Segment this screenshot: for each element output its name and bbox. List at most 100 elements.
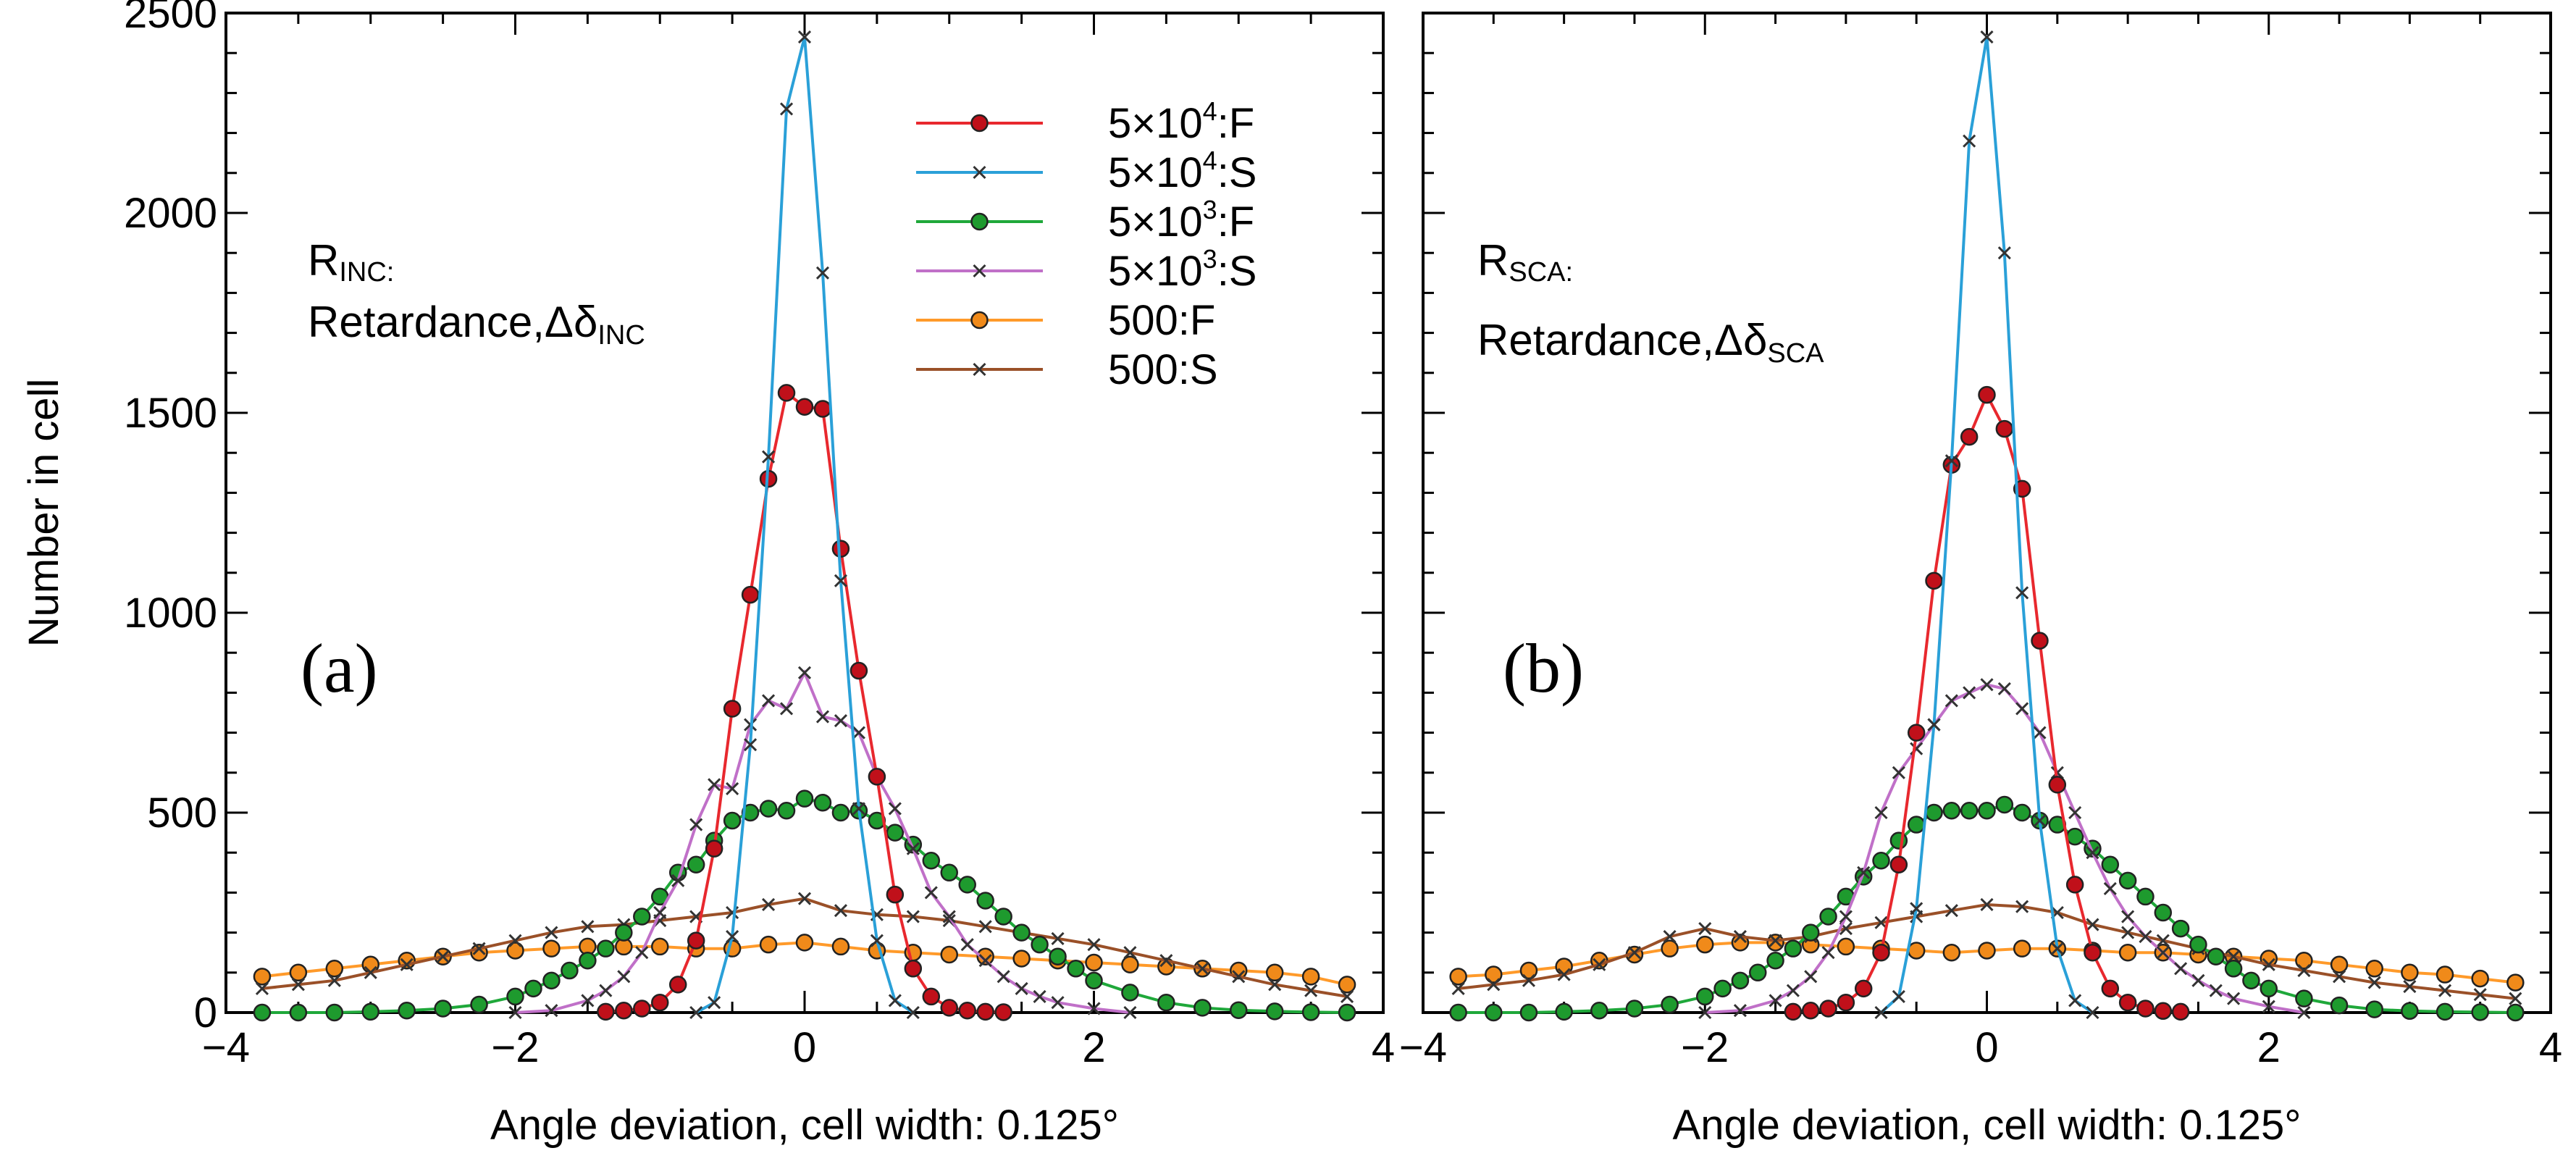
annotation-main: R xyxy=(308,236,339,285)
data-point xyxy=(994,908,1012,926)
data-point xyxy=(1839,910,1853,923)
marker-stroke xyxy=(1159,954,1173,968)
marker-stroke xyxy=(2367,976,2381,989)
series-5×10^4:S xyxy=(689,30,920,1020)
data-point xyxy=(1698,922,1712,936)
marker-stroke xyxy=(2139,930,2152,944)
series-5×10^3:S xyxy=(1698,678,2311,1020)
marker-stroke xyxy=(1839,910,1853,923)
data-point xyxy=(1449,968,1467,986)
data-point xyxy=(599,984,613,997)
marker-stroke xyxy=(545,1004,558,1018)
legend-label: 5×103:S xyxy=(1108,244,1257,295)
data-point xyxy=(325,960,344,978)
data-point xyxy=(1978,942,1996,960)
annotation-main: R xyxy=(1477,236,1509,285)
data-point xyxy=(2224,960,2243,978)
data-point xyxy=(1087,938,1101,952)
data-point xyxy=(795,934,814,952)
marker-stroke xyxy=(942,910,956,923)
marker-stroke xyxy=(1522,973,1536,987)
data-point xyxy=(2297,1005,2311,1020)
data-point xyxy=(472,942,486,955)
data-point xyxy=(744,738,758,752)
marker-stroke xyxy=(1910,902,1923,915)
data-point xyxy=(2154,1002,2173,1021)
marker-stroke xyxy=(2156,934,2170,947)
data-point xyxy=(579,951,597,970)
marker-stroke xyxy=(2015,702,2029,716)
x-tick-label: 0 xyxy=(1975,1024,1998,1071)
y-tick-label: 500 xyxy=(147,789,217,837)
data-point xyxy=(2365,960,2383,978)
series-5×10^4:F xyxy=(1784,385,2190,1021)
data-point xyxy=(2401,1002,2419,1021)
marker-stroke xyxy=(1663,930,1677,944)
marker-stroke xyxy=(436,950,450,963)
marker-stroke xyxy=(2438,984,2452,997)
data-point xyxy=(2436,965,2454,984)
marker-stroke xyxy=(1627,946,1641,960)
data-point xyxy=(958,876,976,894)
marker-stroke xyxy=(726,930,739,944)
data-point xyxy=(976,1002,994,1021)
data-point xyxy=(1733,1004,1747,1018)
data-point xyxy=(436,950,450,963)
series-5×10^4:F xyxy=(597,384,1012,1021)
data-point xyxy=(1963,134,1976,148)
marker-stroke xyxy=(327,973,341,987)
data-point xyxy=(2101,979,2120,998)
data-point xyxy=(1874,805,1888,820)
data-point xyxy=(1766,951,1784,970)
legend-suffix: :S xyxy=(1178,346,1218,393)
data-point xyxy=(940,999,958,1017)
legend-label: 5×104:F xyxy=(1108,96,1254,147)
data-point xyxy=(1804,970,1818,984)
data-point xyxy=(1012,950,1031,968)
data-point xyxy=(633,1000,651,1018)
annotation-subscript: INC: xyxy=(339,257,394,288)
data-point xyxy=(960,938,974,952)
marker-stroke xyxy=(2068,994,2082,1007)
data-point xyxy=(1522,973,1536,987)
legend-suffix: :S xyxy=(1217,149,1257,196)
marker-stroke xyxy=(1892,989,1905,1003)
panel-b: −4 −2 0 2 4 Angle deviation, cell width: 0.12… xyxy=(1399,12,2562,1149)
data-point xyxy=(2101,855,2120,874)
panel-a: 0 500 1000 1500 2000 2500 −4 −2 0 2 4 Angle deviati… xyxy=(20,0,1395,1149)
legend-suffix: :F xyxy=(1217,100,1255,147)
panel-label: (b) xyxy=(1503,629,1584,707)
data-point xyxy=(2154,903,2173,922)
marker-stroke xyxy=(906,842,920,855)
data-point xyxy=(888,994,902,1007)
data-point xyxy=(888,802,902,816)
marker-stroke xyxy=(1821,946,1835,960)
data-point xyxy=(852,802,865,816)
annotation-main: Retardance,Δδ xyxy=(1477,316,1767,364)
data-point xyxy=(1980,897,1994,912)
legend-base: 5×10 xyxy=(1108,248,1203,295)
data-point xyxy=(2365,1000,2383,1018)
data-point xyxy=(1338,976,1356,994)
data-point xyxy=(506,942,524,960)
marker-stroke xyxy=(2086,1005,2099,1020)
marker-stroke xyxy=(689,910,703,923)
data-point xyxy=(325,1003,344,1022)
data-point xyxy=(2403,980,2417,994)
annotation-subscript: SCA: xyxy=(1509,257,1573,288)
data-point xyxy=(2509,992,2522,1005)
legend-label: 5×104:S xyxy=(1108,146,1257,196)
data-point xyxy=(524,979,542,998)
marker-stroke xyxy=(689,1005,703,1020)
data-point xyxy=(2065,876,2084,894)
data-point xyxy=(2174,962,2188,976)
data-point xyxy=(1854,979,1873,998)
data-point xyxy=(2227,992,2241,1005)
legend-entry: 5×103:S xyxy=(916,244,1257,295)
data-point xyxy=(506,987,524,1006)
marker-stroke xyxy=(779,102,794,116)
data-point xyxy=(2436,1002,2454,1021)
data-point xyxy=(289,1003,308,1022)
